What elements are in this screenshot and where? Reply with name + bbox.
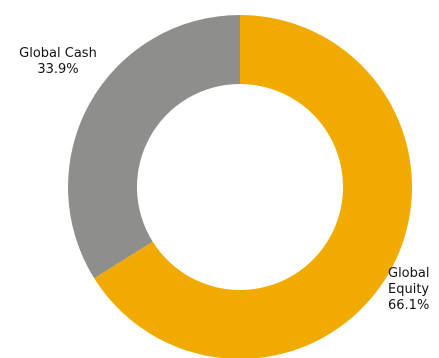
donut-slices [67, 15, 412, 358]
slice-label-global-equity: Global Equity 66.1% [388, 266, 429, 313]
slice-name-label: Equity [388, 282, 429, 297]
slice-name-label: Global [388, 266, 429, 281]
slice-value-label: 66.1% [388, 298, 429, 313]
slice-labels: Global Equity 66.1% Global Cash 33.9% [19, 46, 429, 313]
slice-name-label: Global Cash [19, 46, 97, 61]
slice-global-cash [67, 15, 240, 279]
slice-label-global-cash: Global Cash 33.9% [19, 46, 97, 77]
slice-value-label: 33.9% [37, 62, 78, 77]
slice-global-equity [94, 15, 412, 358]
